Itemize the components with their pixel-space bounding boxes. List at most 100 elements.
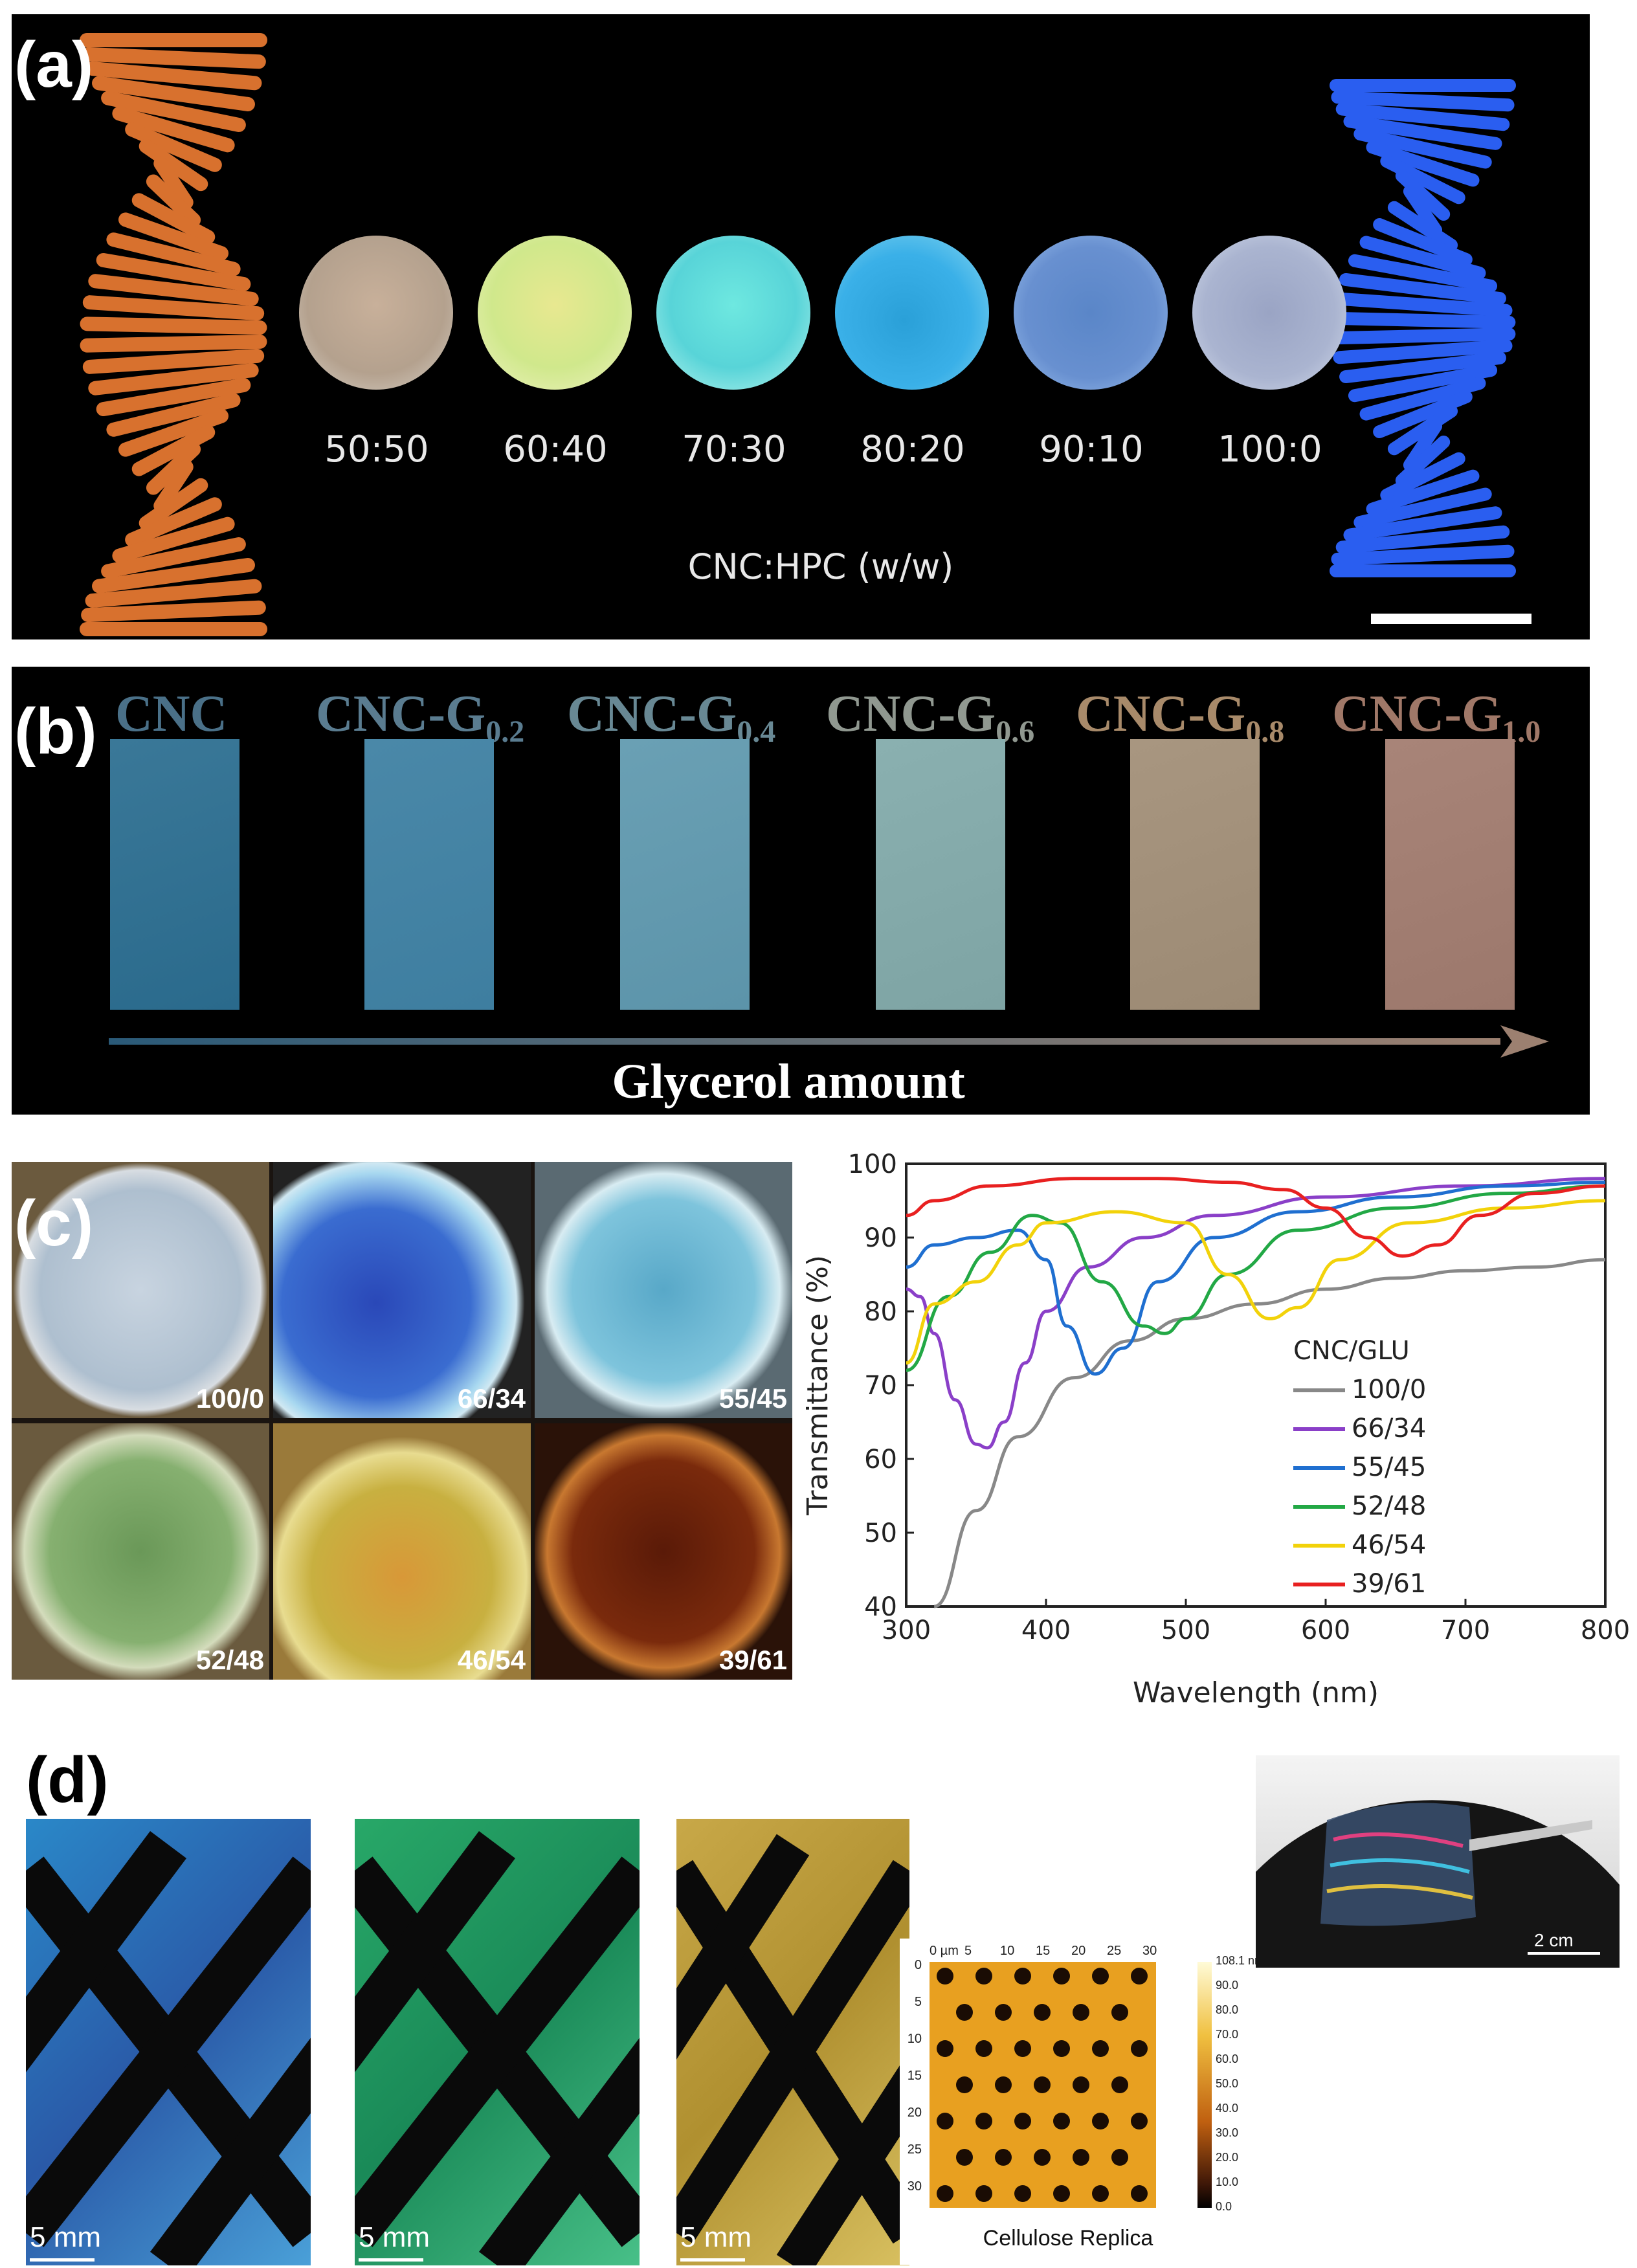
- panel-b: CNC CNC-G0.2 CNC-G0.4 CNC-G0.6 CNC-G0.8 …: [12, 667, 1590, 1115]
- helix-rod: [80, 334, 267, 353]
- scale-bar-1: [30, 2258, 95, 2262]
- afm-hole: [1053, 2185, 1070, 2202]
- afm-hole: [1014, 2185, 1031, 2202]
- afm-hole: [995, 2149, 1012, 2166]
- afm-hole: [975, 2040, 992, 2057]
- y-tick-label: 70: [864, 1371, 897, 1401]
- y-tick-label: 40: [864, 1592, 897, 1622]
- helix-rod: [125, 122, 222, 172]
- panel-label-a: (a): [14, 28, 94, 101]
- grid-pattern: [355, 1831, 640, 2265]
- afm-hole: [1014, 2113, 1031, 2129]
- dish-6: 39/61: [535, 1423, 792, 1680]
- left-helix-illustration: [80, 33, 267, 636]
- afm-hole: [956, 2004, 973, 2021]
- afm-hole: [975, 1968, 992, 1984]
- afm-hole: [975, 2113, 992, 2129]
- afm-x-unit: 0 µm: [930, 1944, 959, 1958]
- helix-rod: [1331, 544, 1515, 566]
- afm-y-tick: 5: [914, 1995, 922, 2009]
- ratio-label-1: 50:50: [324, 428, 429, 471]
- afm-colorbar-tick: 80.0: [1216, 2003, 1239, 2016]
- afm-panel: 0 µm 5 10 15 20 25 30 0 5 10 15 20 25 30 108.1 nm 90…: [900, 1939, 1264, 2265]
- grid-photo-blue: 5 mm: [26, 1819, 311, 2265]
- film-strip-3: [620, 739, 750, 1010]
- helix-rod: [1366, 140, 1480, 187]
- dish-1: 100/0: [12, 1162, 269, 1418]
- panel-a: 50:50 60:40 70:30 80:20 90:10 100:0 CNC:…: [12, 14, 1590, 639]
- afm-colorbar-tick: 20.0: [1216, 2151, 1239, 2164]
- scale-label-3: 5 mm: [680, 2221, 752, 2253]
- afm-hole: [1034, 2076, 1051, 2093]
- transmittance-chart: 300 400 500 600 700 800 40 50 60 70 80 90 100 CNC/GL…: [801, 1150, 1630, 1709]
- grid-photo-green: 5 mm: [355, 1819, 640, 2265]
- helix-illustrations: [80, 33, 1516, 636]
- film-illustration: [1256, 1800, 1620, 1968]
- afm-hole: [1131, 1968, 1148, 1984]
- film-strip-5: [1130, 739, 1260, 1010]
- sample-name-3: CNC-G0.4: [567, 685, 776, 749]
- helix-rod: [1395, 435, 1451, 487]
- afm-x-tick: 20: [1071, 1944, 1086, 1958]
- afm-y-tick: 0: [914, 1958, 922, 1972]
- dish-label-1: 100/0: [195, 1383, 264, 1414]
- afm-hole: [975, 2185, 992, 2202]
- x-tick-label: 700: [1441, 1616, 1490, 1645]
- y-tick-label: 50: [864, 1518, 897, 1548]
- afm-height-map: [930, 1962, 1156, 2208]
- helix-rod: [96, 377, 251, 417]
- helix-rod: [1353, 128, 1492, 169]
- helix-rod: [96, 252, 251, 292]
- helix-rod: [139, 478, 208, 531]
- dish-3: 55/45: [535, 1162, 792, 1418]
- helix-rod: [139, 139, 208, 192]
- helix-rod: [101, 91, 246, 133]
- afm-hole: [1014, 2040, 1031, 2057]
- helix-rod: [153, 460, 194, 513]
- film-disc-3: [656, 236, 810, 390]
- series-line-39-61: [906, 1177, 1606, 1258]
- sample-name-2: CNC-G0.2: [316, 685, 525, 749]
- helix-rod: [1335, 525, 1510, 554]
- afm-caption: Cellulose Replica: [983, 2226, 1153, 2251]
- helix-rod: [146, 442, 201, 495]
- helix-rod: [112, 517, 235, 563]
- afm-colorbar-tick: 70.0: [1216, 2028, 1239, 2041]
- afm-x-tick: 15: [1036, 1944, 1051, 1958]
- afm-hole: [1073, 2149, 1089, 2166]
- helix-rod: [81, 47, 266, 69]
- afm-hole: [956, 2149, 973, 2166]
- helix-rod: [131, 425, 216, 476]
- helix-rod: [131, 193, 216, 245]
- helix-rod: [1335, 102, 1510, 131]
- helix-rod: [1333, 292, 1513, 317]
- helix-rod: [85, 61, 262, 91]
- afm-hole: [937, 2113, 953, 2129]
- scale-label-2: 5 mm: [359, 2221, 430, 2253]
- helix-rod: [112, 106, 235, 153]
- afm-hole: [1131, 2113, 1148, 2129]
- afm-y-tick: 10: [907, 2032, 922, 2046]
- film-disc-5: [1014, 236, 1168, 390]
- helix-rod: [92, 76, 255, 111]
- sample-name-6: CNC-G1.0: [1332, 685, 1541, 749]
- helix-rod: [1403, 184, 1443, 237]
- legend-entry: 52/48: [1352, 1491, 1426, 1521]
- helix-rod: [1333, 339, 1513, 364]
- afm-x-ticks: 5 10 15 20 25 30: [900, 1944, 1159, 1959]
- flexible-film-photo: 2 cm: [1256, 1755, 1620, 1968]
- helix-rod: [1343, 506, 1502, 542]
- afm-hole: [1034, 2149, 1051, 2166]
- afm-colorbar-tick: 90.0: [1216, 1979, 1239, 1992]
- y-tick-label: 60: [864, 1445, 897, 1474]
- dish-label-4: 52/48: [195, 1645, 264, 1675]
- helix-rod: [1331, 91, 1515, 112]
- afm-colorbar: [1197, 1962, 1212, 2208]
- helix-rod: [1373, 390, 1473, 438]
- afm-hole: [1092, 2185, 1109, 2202]
- afm-y-tick: 30: [907, 2179, 922, 2194]
- afm-hole: [1131, 2185, 1148, 2202]
- afm-hole: [1092, 2113, 1109, 2129]
- series-line-52-48: [906, 1184, 1606, 1372]
- afm-y-ticks: 0 5 10 15 20 25 30: [900, 1939, 926, 2210]
